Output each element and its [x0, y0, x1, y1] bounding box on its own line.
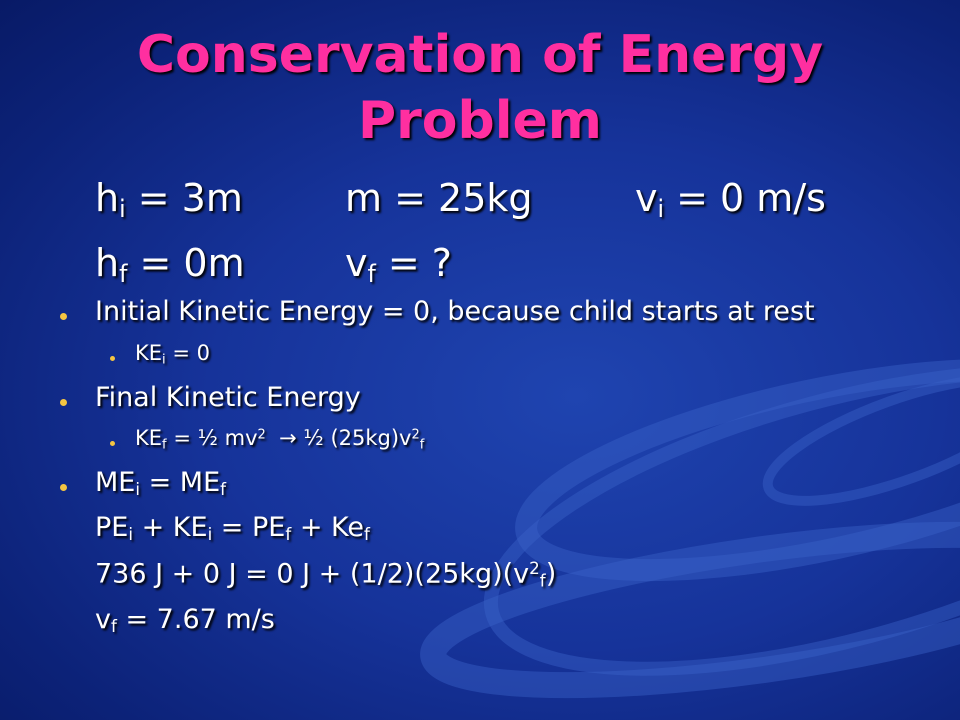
bullet-dot [60, 399, 67, 406]
subscript: f [419, 437, 425, 453]
subscript: f [162, 437, 167, 453]
subscript: i [135, 479, 141, 500]
subscript: i [162, 352, 166, 368]
subscript: f [364, 524, 370, 545]
given-value: m = 25kg [345, 176, 533, 220]
text-run: ME [95, 467, 136, 498]
text-run: Initial Kinetic Energy = 0, because chil… [95, 296, 815, 327]
bullet-item: 736 J + 0 J = 0 J + (1/2)(25kg)(v2f) [95, 558, 556, 591]
bullet-item: MEi = MEf [95, 467, 226, 499]
bullet-item: Initial Kinetic Energy = 0, because chil… [95, 296, 815, 327]
subscript: f [367, 259, 376, 288]
text-run: = ? [375, 241, 452, 285]
text-run: h [95, 241, 120, 285]
text-run: Final Kinetic Energy [95, 382, 361, 413]
subscript: i [128, 524, 133, 545]
text-run: ) [545, 558, 557, 590]
subscript: i [119, 194, 126, 223]
text-run: = ½ mv [166, 426, 258, 450]
subscript: f [285, 524, 292, 545]
text-run: KE [135, 426, 163, 450]
slide-title: Conservation of Energy Problem [136, 25, 824, 151]
text-run: v [345, 241, 368, 285]
text-run: + KE [133, 512, 208, 543]
subscript: f [539, 570, 546, 591]
text-run: → ½ (25kg)v [265, 426, 412, 450]
subscript: i [657, 194, 665, 223]
text-run: = 0 [165, 341, 210, 365]
supscript: 2 [529, 558, 540, 578]
bullet-dot [110, 441, 115, 446]
text-run: 736 J + 0 J = 0 J + (1/2)(25kg)(v [95, 558, 530, 590]
bullet-item: Final Kinetic Energy [95, 382, 361, 413]
given-value: vi = 0 m/s [635, 176, 826, 223]
text-run: = 0m [127, 241, 245, 285]
text-run: = 7.67 m/s [116, 604, 275, 635]
text-run: m = 25kg [345, 176, 533, 220]
supscript: 2 [411, 427, 420, 443]
subscript: f [110, 616, 117, 637]
subscript: f [220, 479, 227, 500]
bullet-item: KEi = 0 [135, 341, 210, 367]
text-run: v [95, 604, 111, 635]
text-run: PE [95, 512, 129, 543]
text-run: = ME [140, 467, 221, 498]
text-run: v [635, 176, 658, 220]
text-run: = 3m [125, 176, 243, 220]
bullet-dot [110, 356, 115, 361]
bullet-item: KEf = ½ mv2 → ½ (25kg)v2f [135, 426, 424, 452]
given-value: hi = 3m [95, 176, 243, 223]
given-value: hf = 0m [95, 241, 245, 288]
text-run: + Ke [291, 512, 365, 543]
text-run: = 0 m/s [664, 176, 826, 220]
bullet-item: PEi + KEi = PEf + Kef [95, 512, 370, 544]
text-run: = PE [212, 512, 286, 543]
text-run: KE [135, 341, 163, 365]
subscript: i [207, 524, 213, 545]
bullet-dot [60, 313, 67, 320]
bullet-item: vf = 7.67 m/s [95, 604, 275, 636]
supscript: 2 [257, 427, 266, 443]
text-run: h [95, 176, 120, 220]
bullet-dot [60, 484, 67, 491]
subscript: f [119, 259, 128, 288]
given-value: vf = ? [345, 241, 452, 288]
